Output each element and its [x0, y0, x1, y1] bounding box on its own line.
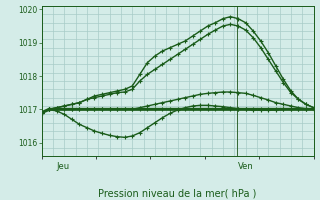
Text: Jeu: Jeu: [57, 162, 70, 171]
Text: Pression niveau de la mer( hPa ): Pression niveau de la mer( hPa ): [99, 189, 257, 199]
Text: Ven: Ven: [237, 162, 253, 171]
